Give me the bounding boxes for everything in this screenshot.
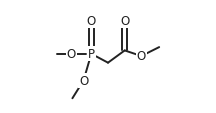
Text: O: O [137,50,146,63]
Text: O: O [67,48,76,61]
Text: O: O [87,15,96,28]
Text: O: O [79,74,88,87]
Text: O: O [120,15,129,28]
Text: P: P [88,48,95,61]
